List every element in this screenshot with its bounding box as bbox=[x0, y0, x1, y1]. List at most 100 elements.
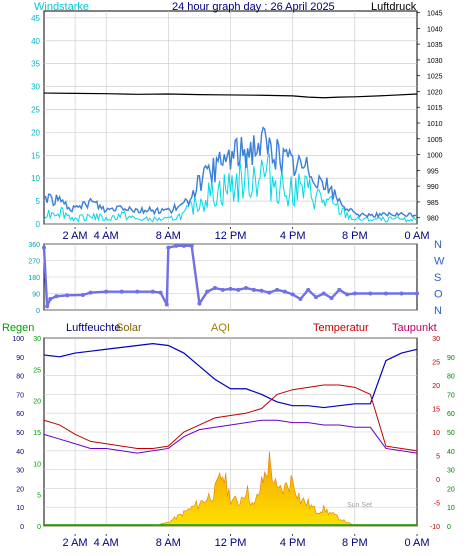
left-tick-label: 45 bbox=[31, 14, 40, 23]
series-windrichtung bbox=[42, 244, 417, 308]
temperature-tick-label: 15 bbox=[432, 407, 440, 414]
right-tick-label: 995 bbox=[427, 168, 439, 175]
dewpoint-tick-label: 30 bbox=[447, 468, 455, 475]
direction-tick-label: 0 bbox=[36, 308, 40, 315]
left-tick-label: 40 bbox=[31, 37, 40, 46]
left-tick-label: 25 bbox=[31, 105, 40, 114]
rain-tick-label: 60 bbox=[16, 411, 24, 418]
left-tick-label: 20 bbox=[31, 128, 40, 137]
x-tick-label: 2 AM bbox=[63, 537, 88, 549]
series-temperatur bbox=[43, 384, 418, 452]
rain-tick-label: 50 bbox=[16, 430, 24, 437]
temperature-axis-label: Temperatur bbox=[313, 322, 369, 334]
right-tick-label: 980 bbox=[427, 216, 439, 223]
x-tick-label: 8 PM bbox=[342, 230, 368, 242]
direction-tick-label: 270 bbox=[28, 259, 40, 266]
dewpoint-tick-label: 90 bbox=[447, 355, 455, 362]
direction-label: N bbox=[434, 239, 442, 251]
left-tick-label: 35 bbox=[31, 60, 40, 69]
humidity-tick-label: 30 bbox=[33, 336, 41, 343]
bottom-series bbox=[43, 343, 418, 527]
pressure-axis-label: Luftdruck bbox=[371, 1, 417, 13]
rain-tick-label: 40 bbox=[16, 449, 24, 456]
right-tick-label: 1020 bbox=[427, 89, 443, 96]
temperature-tick-label: 0 bbox=[436, 477, 440, 484]
right-tick-label: 1035 bbox=[427, 42, 443, 49]
humidity-tick-label: 5 bbox=[37, 493, 41, 500]
x-tick-label: 4 PM bbox=[280, 537, 306, 549]
series-luftdruck bbox=[43, 92, 418, 99]
right-tick-label: 1045 bbox=[427, 11, 443, 18]
right-tick-label: 1015 bbox=[427, 105, 443, 112]
right-tick-label: 1040 bbox=[427, 26, 443, 33]
series-solar bbox=[44, 451, 417, 527]
dewpoint-tick-label: 40 bbox=[447, 449, 455, 456]
x-tick-label: 8 AM bbox=[156, 230, 181, 242]
rain-tick-label: 10 bbox=[16, 505, 24, 512]
x-tick-label: 0 AM bbox=[404, 537, 429, 549]
direction-tick-label: 90 bbox=[32, 292, 40, 299]
top-grid bbox=[44, 11, 417, 225]
rain-tick-label: 80 bbox=[16, 374, 24, 381]
right-tick-label: 1005 bbox=[427, 137, 443, 144]
rain-axis-label: Regen bbox=[2, 322, 34, 334]
rain-tick-label: 70 bbox=[16, 392, 24, 399]
series-luftfeuchte bbox=[43, 343, 418, 409]
sun-set-label: Sun Set bbox=[347, 502, 372, 509]
x-tick-label: 4 AM bbox=[94, 230, 119, 242]
rain-tick-label: 0 bbox=[20, 524, 24, 531]
direction-tick-label: 180 bbox=[28, 275, 40, 282]
bottom-axes: 0102030405060708090100051015202530-10-50… bbox=[12, 336, 455, 549]
temperature-tick-label: 20 bbox=[432, 383, 440, 390]
temperature-tick-label: -5 bbox=[434, 501, 440, 508]
humidity-tick-label: 10 bbox=[33, 461, 41, 468]
rain-tick-label: 100 bbox=[12, 336, 24, 343]
rain-tick-label: 30 bbox=[16, 468, 24, 475]
direction-tick-label: 360 bbox=[28, 242, 40, 249]
top-axes: 0510152025303540459809859909951000100510… bbox=[31, 11, 443, 242]
dewpoint-tick-label: 70 bbox=[447, 392, 455, 399]
humidity-tick-label: 20 bbox=[33, 399, 41, 406]
temperature-tick-label: 25 bbox=[432, 360, 440, 367]
direction-series bbox=[42, 243, 419, 309]
right-tick-label: 1030 bbox=[427, 58, 443, 65]
series-windboen bbox=[43, 126, 418, 219]
temperature-tick-label: 30 bbox=[432, 336, 440, 343]
left-tick-label: 15 bbox=[31, 151, 40, 160]
dewpoint-tick-label: 50 bbox=[447, 430, 455, 437]
humidity-tick-label: 0 bbox=[37, 524, 41, 531]
left-tick-label: 5 bbox=[36, 197, 41, 206]
left-tick-label: 0 bbox=[36, 220, 41, 229]
dewpoint-axis-label: Taupunkt bbox=[392, 322, 437, 334]
right-tick-label: 1010 bbox=[427, 121, 443, 128]
rain-tick-label: 90 bbox=[16, 355, 24, 362]
dewpoint-tick-label: 10 bbox=[447, 505, 455, 512]
x-tick-label: 8 PM bbox=[342, 537, 368, 549]
dewpoint-tick-label: 20 bbox=[447, 486, 455, 493]
series-taupunkt bbox=[43, 419, 418, 454]
aqi-label: AQI bbox=[211, 322, 230, 334]
wind-speed-axis-label: Windstarke bbox=[34, 1, 89, 13]
chart-title: 24 hour graph day : 26 April 2025 bbox=[172, 1, 335, 13]
x-tick-label: 4 AM bbox=[94, 537, 119, 549]
direction-label: W bbox=[434, 256, 445, 268]
x-tick-label: 12 PM bbox=[215, 537, 247, 549]
rain-tick-label: 20 bbox=[16, 486, 24, 493]
right-tick-label: 1000 bbox=[427, 153, 443, 160]
dewpoint-tick-label: 80 bbox=[447, 374, 455, 381]
humidity-tick-label: 25 bbox=[33, 367, 41, 374]
top-series bbox=[43, 92, 418, 223]
left-tick-label: 30 bbox=[31, 83, 40, 92]
direction-label: O bbox=[434, 289, 443, 301]
temperature-tick-label: 10 bbox=[432, 430, 440, 437]
dewpoint-tick-label: 0 bbox=[447, 524, 451, 531]
humidity-axis-label: Luftfeuchte bbox=[66, 322, 120, 334]
right-tick-label: 1025 bbox=[427, 74, 443, 81]
right-tick-label: 990 bbox=[427, 184, 439, 191]
series-windstarke bbox=[43, 153, 418, 223]
x-tick-label: 0 AM bbox=[404, 230, 429, 242]
temperature-tick-label: 5 bbox=[436, 454, 440, 461]
x-tick-label: 4 PM bbox=[280, 230, 306, 242]
